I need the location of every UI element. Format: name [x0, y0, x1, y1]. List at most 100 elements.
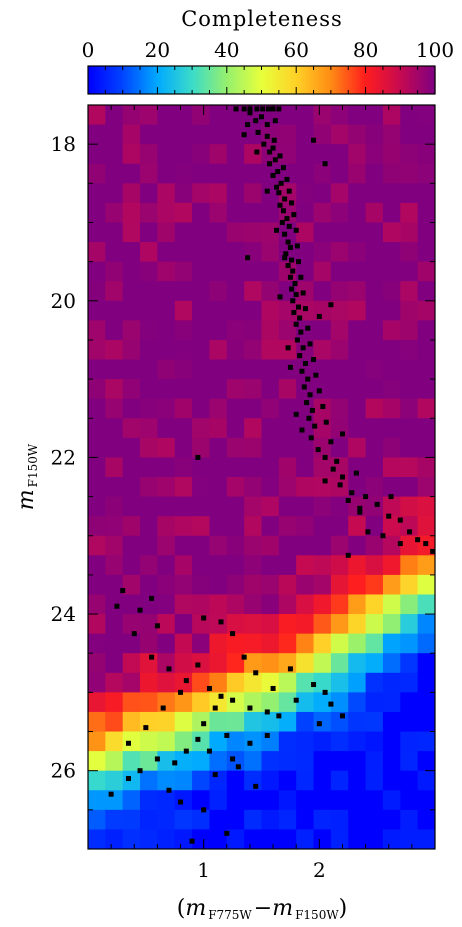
- heatmap-cell: [226, 711, 245, 733]
- heatmap-cell: [157, 535, 176, 556]
- heatmap-cell: [105, 711, 124, 733]
- heatmap-cell: [88, 124, 106, 145]
- colorbar-segment: [103, 66, 106, 94]
- heatmap-cell: [261, 418, 280, 439]
- star-point: [299, 368, 305, 374]
- heatmap-cell: [244, 516, 262, 537]
- heatmap-cell: [157, 653, 176, 674]
- star-point: [299, 427, 305, 433]
- heatmap-cell: [278, 672, 297, 693]
- heatmap-cell: [400, 261, 419, 282]
- heatmap-cell: [261, 653, 280, 674]
- star-point: [322, 161, 328, 167]
- heatmap-cell: [140, 202, 158, 223]
- heatmap-cell: [157, 202, 176, 223]
- star-point: [233, 106, 239, 112]
- heatmap-cell: [313, 672, 332, 693]
- heatmap-cell: [313, 222, 332, 243]
- colorbar-segment: [372, 66, 375, 94]
- heatmap-cell: [122, 398, 141, 419]
- heatmap-cell: [174, 751, 193, 772]
- heatmap-cell: [278, 829, 297, 849]
- heatmap-cell: [348, 731, 367, 752]
- star-point: [280, 165, 286, 171]
- star-point: [339, 474, 345, 480]
- heatmap-cell: [192, 359, 210, 380]
- heatmap-cell: [400, 437, 419, 458]
- heatmap-cell: [105, 300, 124, 321]
- heatmap-cell: [278, 574, 297, 595]
- heatmap-cell: [157, 437, 176, 458]
- star-point: [328, 701, 334, 707]
- colorbar-segment: [384, 66, 388, 94]
- heatmap-cell: [105, 790, 124, 811]
- colorbar-segment: [150, 66, 153, 94]
- heatmap-cell: [157, 359, 176, 380]
- star-point: [183, 748, 189, 754]
- star-point: [230, 697, 236, 703]
- heatmap-cell: [244, 731, 262, 752]
- colorbar-segment: [153, 66, 157, 94]
- colorbar-segment: [308, 66, 311, 94]
- colorbar-segment: [192, 66, 195, 94]
- colorbar-segment: [195, 66, 198, 94]
- heatmap-cell: [296, 809, 315, 830]
- heatmap-cell: [122, 829, 141, 849]
- colorbar-segment: [422, 66, 426, 94]
- heatmap-cell: [157, 418, 176, 439]
- heatmap-cell: [140, 144, 158, 165]
- heatmap-cell: [122, 281, 141, 302]
- heatmap-cell: [400, 633, 419, 654]
- heatmap-cell: [348, 163, 367, 184]
- heatmap-cell: [330, 105, 349, 126]
- heatmap-cell: [157, 574, 176, 595]
- heatmap-cell: [382, 105, 401, 126]
- heatmap-cell: [244, 222, 262, 243]
- star-point: [296, 259, 302, 265]
- star-point: [357, 505, 363, 511]
- star-point: [282, 231, 288, 237]
- heatmap-cell: [140, 829, 158, 849]
- heatmap-cell: [192, 281, 210, 302]
- heatmap-cell: [140, 379, 158, 400]
- colorbar-segment: [133, 66, 136, 94]
- heatmap-cell: [88, 516, 106, 537]
- heatmap-cell: [88, 594, 106, 615]
- heatmap-cell: [192, 555, 210, 576]
- heatmap-cell: [365, 242, 384, 263]
- colorbar-segment: [197, 66, 200, 94]
- colorbar-segment: [169, 66, 172, 94]
- star-point: [201, 807, 207, 813]
- colorbar-segment: [199, 66, 202, 94]
- heatmap-cell: [365, 379, 384, 400]
- heatmap-cell: [140, 183, 158, 204]
- star-point: [334, 458, 340, 464]
- heatmap-cell: [278, 437, 297, 458]
- heatmap-cell: [261, 751, 280, 772]
- heatmap-cell: [365, 829, 384, 849]
- colorbar-segment: [120, 66, 124, 94]
- heatmap-cell: [88, 731, 106, 752]
- heatmap-cell: [261, 829, 280, 849]
- star-point: [298, 274, 304, 280]
- star-point: [307, 392, 313, 398]
- heatmap-cell: [105, 437, 124, 458]
- heatmap-cell: [330, 751, 349, 772]
- heatmap-cell: [296, 418, 315, 439]
- star-point: [255, 129, 261, 135]
- heatmap-cell: [226, 594, 245, 615]
- colorbar-segment: [193, 66, 197, 94]
- heatmap-cell: [209, 222, 228, 243]
- heatmap-cell: [192, 124, 210, 145]
- heatmap-cell: [296, 242, 315, 263]
- heatmap-cell: [244, 183, 262, 204]
- axis-ticks: [88, 104, 435, 850]
- heatmap-cell: [209, 653, 228, 674]
- heatmap-cell: [278, 692, 297, 713]
- colorbar-segment: [226, 66, 230, 94]
- heatmap-cell: [278, 144, 297, 165]
- colorbar-segment: [287, 66, 290, 94]
- heatmap-cell: [105, 398, 124, 419]
- colorbar-segment: [188, 66, 191, 94]
